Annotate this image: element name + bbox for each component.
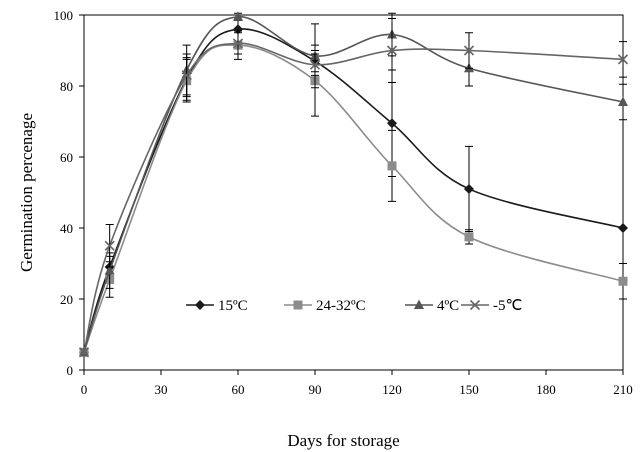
legend-item-2: 4ºC	[405, 298, 459, 314]
legend-label: 24-32ºC	[316, 298, 366, 314]
x-tick-label: 150	[459, 382, 479, 397]
legend-marker	[469, 299, 481, 311]
plot-area-frame	[83, 14, 624, 371]
data-point	[309, 59, 321, 70]
data-point	[387, 118, 397, 129]
y-tick-label: 40	[60, 221, 73, 236]
data-point	[618, 223, 628, 233]
x-tick-label: 60	[232, 382, 245, 397]
data-point	[464, 232, 474, 242]
legend-marker	[195, 300, 205, 310]
data-point	[181, 70, 192, 81]
legend-label: -5℃	[493, 298, 522, 314]
data-point	[463, 45, 475, 56]
data-point	[464, 183, 474, 194]
x-axis-title: Days for storage	[287, 431, 399, 450]
data-point	[104, 265, 115, 275]
y-tick-label: 0	[67, 363, 74, 378]
data-point	[78, 347, 90, 358]
data-point	[232, 38, 244, 49]
series-3	[78, 18, 629, 358]
data-point	[617, 54, 629, 65]
legend-label: 4ºC	[437, 298, 459, 314]
y-tick-label: 100	[54, 8, 74, 23]
x-tick-label: 0	[81, 382, 88, 397]
legend-item-0: 15ºC	[186, 298, 248, 314]
data-point	[233, 11, 243, 21]
data-point	[618, 96, 628, 106]
x-tick-label: 120	[382, 382, 402, 397]
y-tick-label: 60	[60, 150, 73, 165]
data-point	[618, 276, 628, 286]
legend-marker	[293, 300, 303, 310]
legend-marker	[414, 299, 424, 309]
y-axis-title: Germination percenage	[17, 113, 36, 272]
legend-label: 15ºC	[218, 298, 248, 314]
data-point	[387, 161, 397, 171]
legend-item-1: 24-32ºC	[284, 298, 366, 314]
x-tick-label: 30	[155, 382, 168, 397]
legend-item-3: -5℃	[461, 298, 522, 314]
x-tick-label: 210	[613, 382, 633, 397]
data-point	[233, 24, 243, 35]
data-point	[104, 240, 115, 251]
data-point	[386, 45, 398, 56]
y-tick-label: 80	[60, 79, 73, 94]
y-tick-label: 20	[60, 292, 73, 307]
x-tick-label: 180	[536, 382, 556, 397]
legend: 15ºC 24-32ºC 4ºC -5℃	[186, 298, 522, 314]
x-tick-label: 90	[309, 382, 322, 397]
